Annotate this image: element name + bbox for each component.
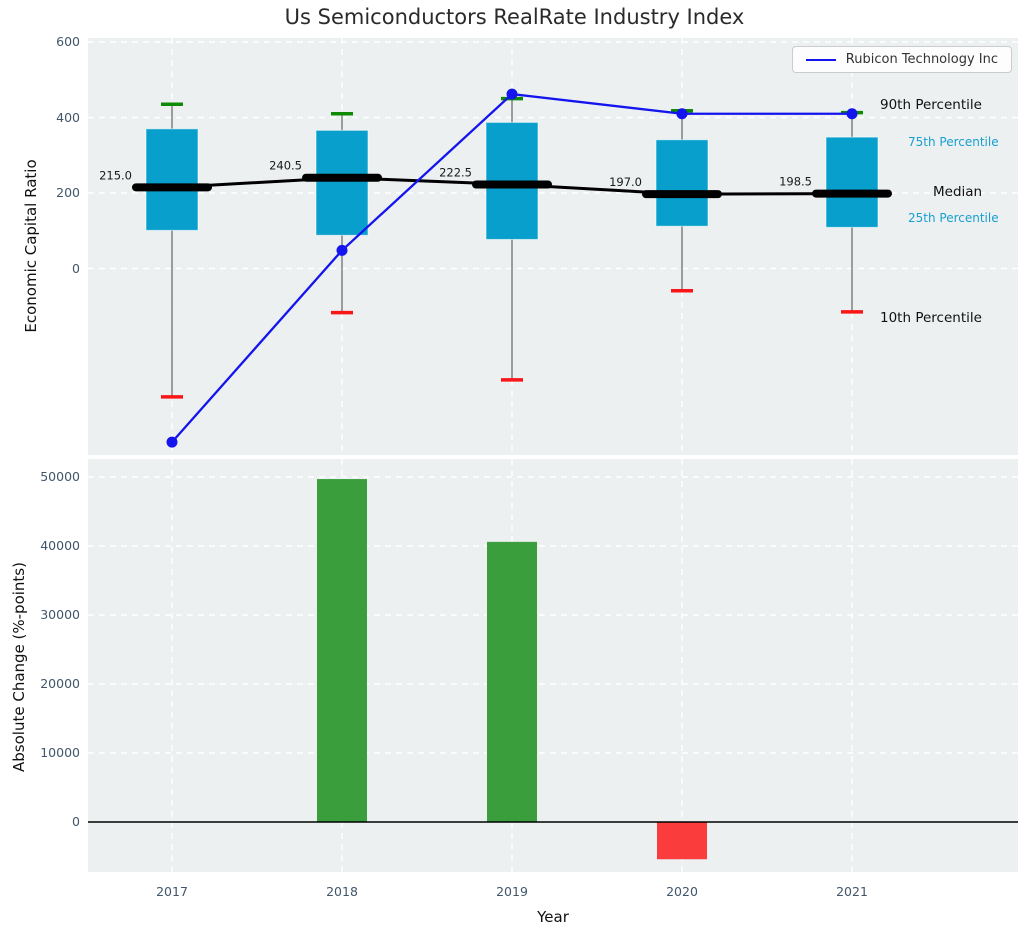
y-tick-label: 30000 (40, 607, 80, 622)
box-rect (145, 128, 199, 231)
annotation-90th-percentile: 90th Percentile (880, 97, 982, 113)
legend: Rubicon Technology Inc (791, 46, 1012, 73)
y-tick-label: 600 (56, 34, 80, 49)
x-tick-label: 2020 (666, 884, 698, 899)
y-tick-label: 400 (56, 109, 80, 125)
bar-rect (317, 479, 367, 822)
legend-label: Rubicon Technology Inc (845, 52, 998, 67)
top-plot: 215.0 240.5 222.5 197.0 198.5 Rubicon Techno… (88, 38, 1018, 455)
y-tick-label: 0 (72, 814, 80, 829)
annotation-25th-percentile: 25th Percentile (908, 211, 999, 225)
x-tick-label: 2019 (496, 884, 528, 899)
annotation-median: Median (933, 184, 983, 200)
y-tick-label: 20000 (40, 676, 80, 691)
bar-rect (657, 822, 707, 860)
annotation-75th-percentile: 75th Percentile (908, 135, 999, 149)
company-point (846, 108, 858, 120)
box-rect (825, 136, 879, 228)
y-tick-label: 0 (72, 260, 80, 276)
bottom-plot (88, 459, 1018, 872)
y-tick-label: 10000 (40, 745, 80, 760)
chart-title: Us Semiconductors RealRate Industry Inde… (284, 5, 745, 29)
x-tick-label: 2017 (156, 884, 188, 899)
bottom-plot-canvas (88, 459, 1018, 872)
median-value-label: 215.0 (99, 168, 132, 182)
x-axis-label: Year (537, 908, 569, 926)
bar-rect (487, 541, 537, 822)
company-point (166, 436, 178, 448)
median-value-label: 240.5 (269, 159, 302, 173)
y-tick-label: 200 (56, 185, 80, 200)
x-tick-label: 2021 (836, 884, 868, 899)
y-tick-label: 50000 (40, 469, 80, 484)
company-point (676, 108, 688, 120)
company-point (336, 244, 348, 256)
annotation-10th-percentile: 10th Percentile (880, 310, 982, 326)
median-value-label: 197.0 (609, 175, 642, 189)
x-tick-label: 2018 (326, 884, 358, 899)
median-value-label: 222.5 (439, 166, 472, 180)
median-value-label: 198.5 (779, 175, 812, 189)
top-plot-canvas: 215.0 240.5 222.5 197.0 198.5 (88, 38, 1018, 455)
y-tick-label: 40000 (40, 538, 80, 553)
bottom-y-axis-label: Absolute Change (%-points) (10, 562, 28, 772)
box-rect (315, 129, 369, 236)
box-rect (655, 139, 709, 227)
company-point (506, 88, 518, 100)
legend-line-sample (805, 58, 836, 61)
